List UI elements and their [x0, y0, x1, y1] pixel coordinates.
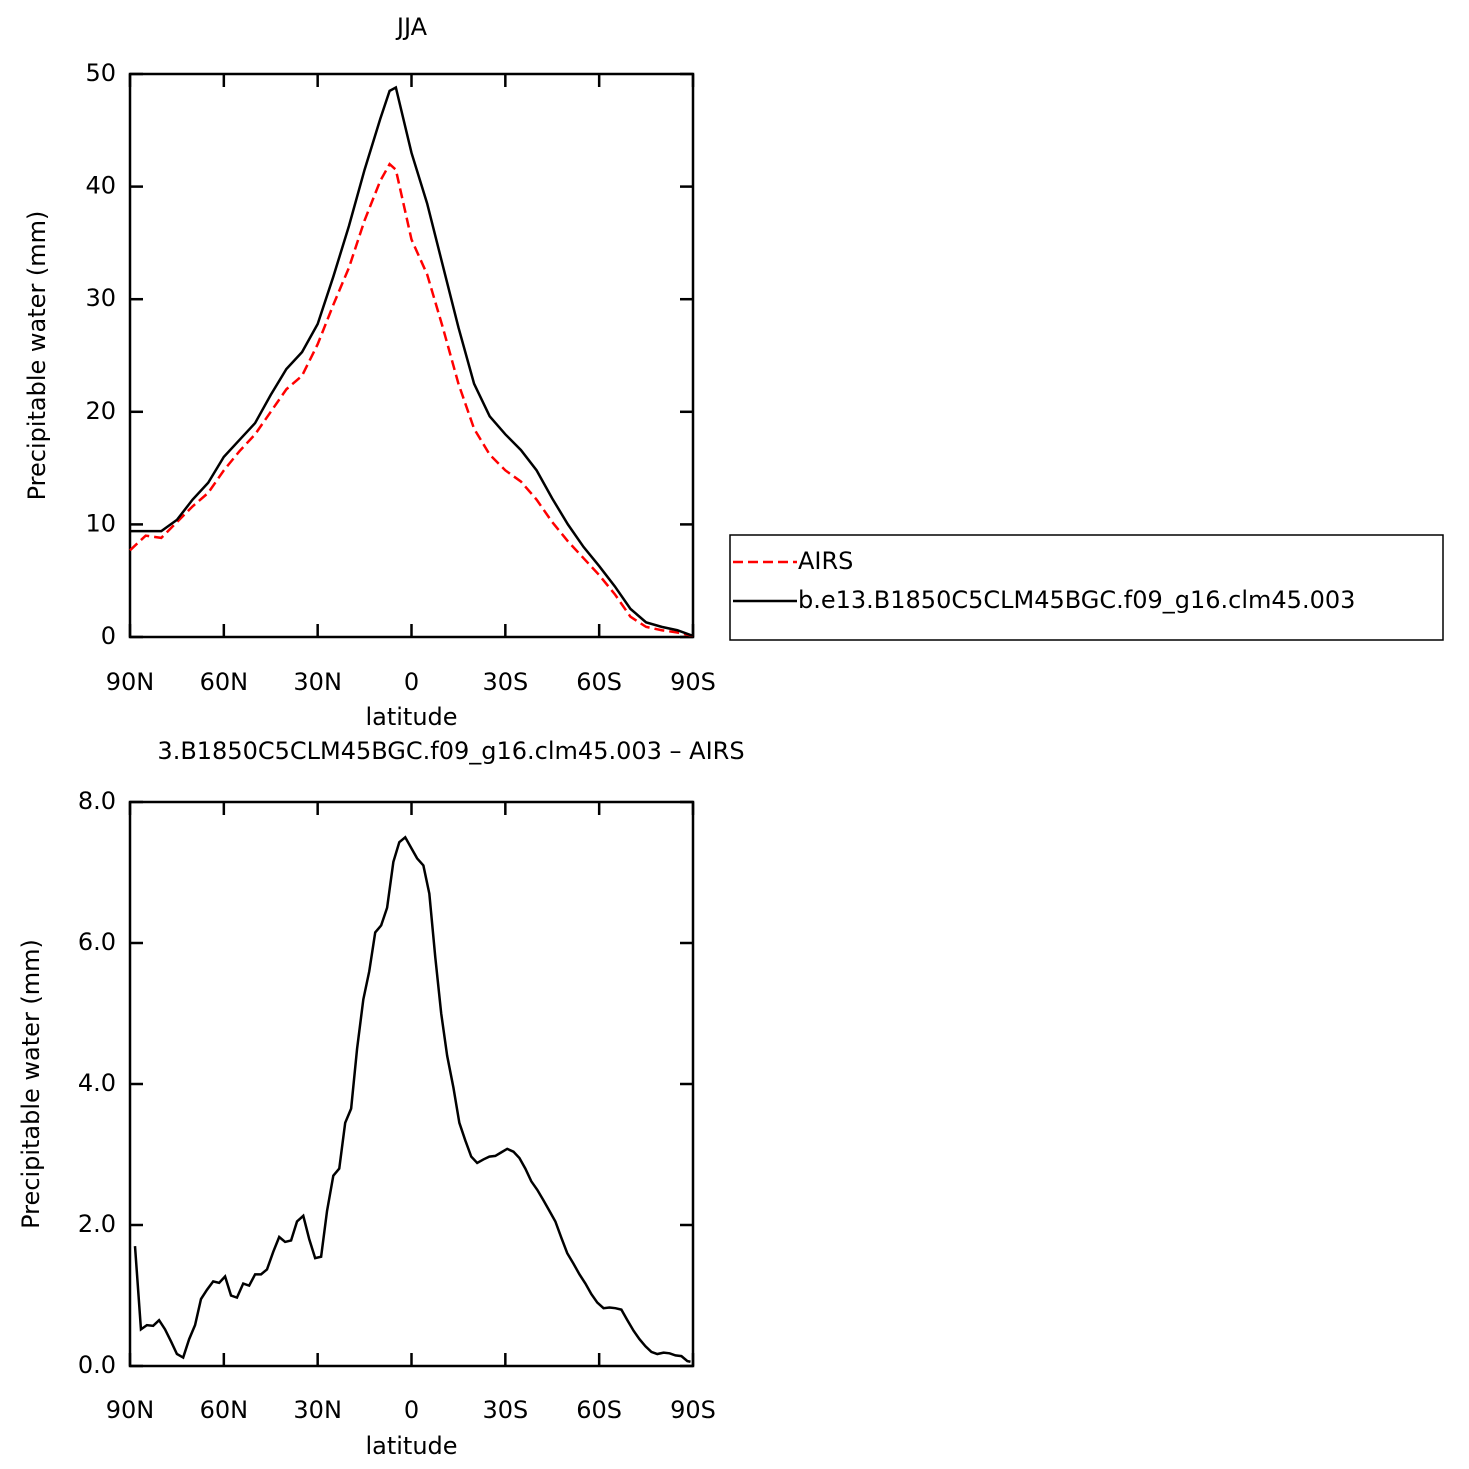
- legend-label: AIRS: [798, 547, 853, 575]
- x-tick-label: 90S: [670, 1396, 716, 1424]
- x-tick-label: 30N: [293, 668, 342, 696]
- x-tick-label: 30S: [482, 1396, 528, 1424]
- y-tick-label: 4.0: [78, 1069, 116, 1097]
- x-tick-label: 90N: [106, 1396, 155, 1424]
- legend-label: b.e13.B1850C5CLM45BGC.f09_g16.clm45.003: [798, 586, 1355, 614]
- chart-title: JJA: [395, 13, 428, 41]
- y-tick-label: 6.0: [78, 928, 116, 956]
- plot-frame: [128, 800, 695, 1368]
- x-tick-label: 60N: [200, 668, 249, 696]
- y-tick-label: 40: [85, 172, 116, 200]
- y-tick-label: 20: [85, 397, 116, 425]
- x-tick-label: 0: [404, 1396, 419, 1424]
- y-tick-label: 8.0: [78, 787, 116, 815]
- data-line: [130, 85, 694, 638]
- chart-title: 3.B1850C5CLM45BGC.f09_g16.clm45.003 – AI…: [157, 737, 744, 765]
- data-line: [133, 835, 691, 1363]
- x-tick-label: 60N: [200, 1396, 249, 1424]
- x-tick-label: 90S: [670, 668, 716, 696]
- legend-box: [729, 534, 1444, 641]
- y-tick-label: 30: [85, 284, 116, 312]
- x-tick-label: 0: [404, 668, 419, 696]
- x-tick-label: 30N: [293, 1396, 342, 1424]
- x-tick-label: 30S: [482, 668, 528, 696]
- y-tick-label: 50: [85, 59, 116, 87]
- x-tick-label: 90N: [106, 668, 155, 696]
- data-line: [129, 162, 694, 638]
- x-axis-title: latitude: [365, 703, 457, 731]
- x-tick-label: 60S: [576, 668, 622, 696]
- y-axis-title: Precipitable water (mm): [23, 211, 51, 501]
- y-tick-label: 0.0: [78, 1351, 116, 1379]
- x-tick-label: 60S: [576, 1396, 622, 1424]
- y-axis-title: Precipitable water (mm): [17, 939, 45, 1229]
- y-tick-label: 10: [85, 509, 116, 537]
- y-tick-label: 2.0: [78, 1210, 116, 1238]
- y-tick-label: 0: [101, 622, 116, 650]
- plot-frame: [128, 72, 695, 639]
- x-axis-title: latitude: [365, 1432, 457, 1460]
